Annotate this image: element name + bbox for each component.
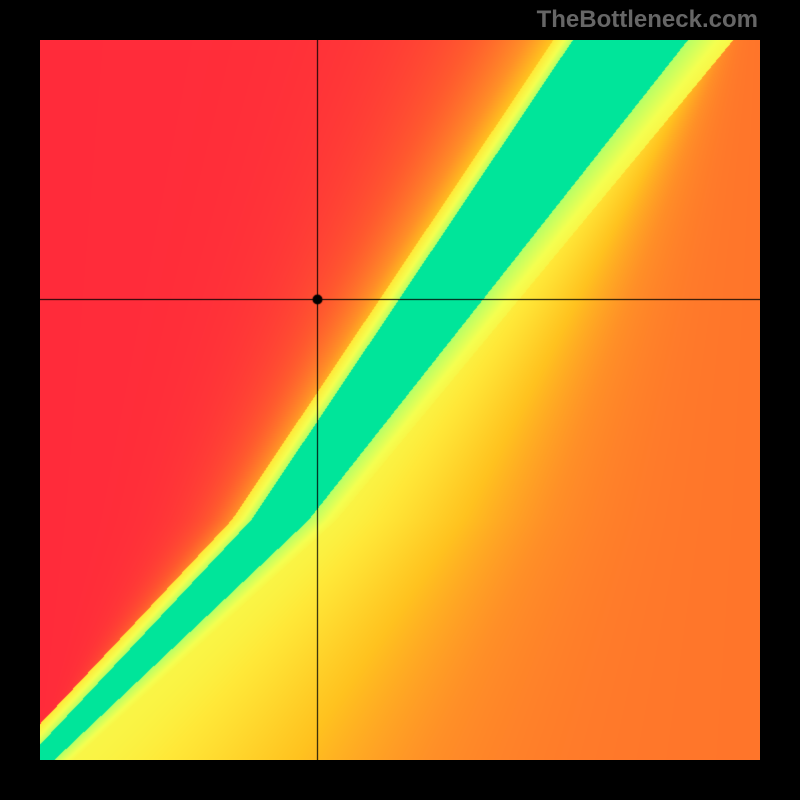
watermark-text: TheBottleneck.com [537, 6, 758, 34]
bottleneck-heatmap [40, 40, 760, 760]
chart-container: { "watermark": { "text": "TheBottleneck.… [0, 0, 800, 800]
